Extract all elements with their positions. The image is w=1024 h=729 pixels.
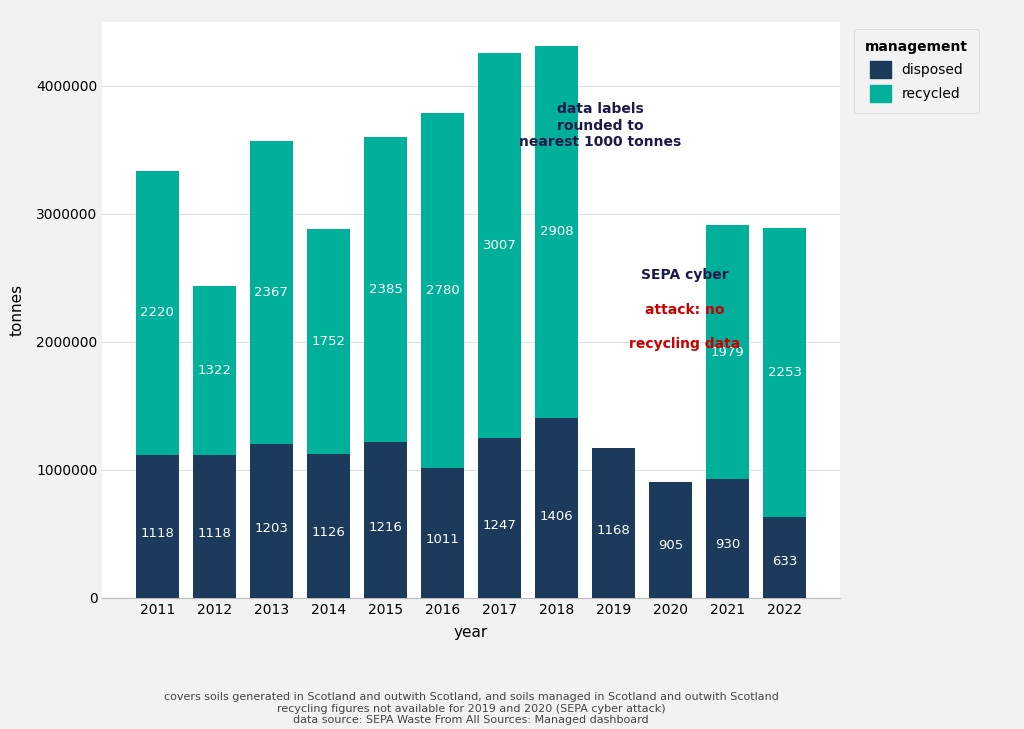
X-axis label: year: year (454, 625, 488, 640)
Text: data labels
rounded to
nearest 1000 tonnes: data labels rounded to nearest 1000 tonn… (519, 102, 681, 149)
Bar (592, 448, 635, 598)
Text: 1216: 1216 (369, 521, 402, 534)
Y-axis label: tonnes: tonnes (10, 284, 25, 336)
Text: attack: no: attack: no (645, 303, 725, 317)
Text: 2385: 2385 (369, 283, 402, 296)
Bar (707, 479, 750, 598)
Bar (536, 418, 578, 598)
Bar (307, 453, 350, 598)
Text: 1203: 1203 (254, 522, 289, 535)
Bar (136, 171, 179, 455)
Text: 2908: 2908 (540, 225, 573, 238)
Text: 1406: 1406 (540, 510, 573, 523)
Legend: disposed, recycled: disposed, recycled (854, 29, 979, 113)
Text: 1979: 1979 (711, 346, 744, 359)
Text: 1322: 1322 (198, 364, 231, 377)
Text: 1118: 1118 (198, 527, 231, 540)
Text: 2780: 2780 (426, 284, 460, 297)
Text: SEPA cyber: SEPA cyber (641, 268, 729, 282)
Text: covers soils generated in Scotland and outwith Scotland, and soils managed in Sc: covers soils generated in Scotland and o… (164, 692, 778, 725)
Text: 1118: 1118 (140, 527, 174, 540)
Text: 2220: 2220 (140, 306, 174, 319)
Bar (478, 438, 521, 598)
Bar (193, 286, 236, 455)
Bar (365, 137, 407, 443)
Bar (307, 230, 350, 453)
Bar (421, 112, 464, 469)
Bar (536, 46, 578, 418)
Bar (649, 482, 692, 598)
Text: recycling data: recycling data (629, 338, 740, 351)
Text: 1247: 1247 (482, 520, 516, 532)
Bar (763, 228, 806, 517)
Text: 2367: 2367 (254, 286, 289, 299)
Text: 1168: 1168 (597, 524, 631, 537)
Text: 905: 905 (658, 539, 683, 552)
Bar (763, 517, 806, 598)
Text: 1011: 1011 (426, 533, 460, 546)
Text: 633: 633 (772, 555, 798, 568)
Text: 3007: 3007 (482, 239, 516, 252)
Text: 930: 930 (715, 538, 740, 550)
Bar (193, 455, 236, 598)
Bar (136, 455, 179, 598)
Bar (421, 469, 464, 598)
Text: 2253: 2253 (768, 366, 802, 379)
Bar (250, 141, 293, 444)
Text: 1752: 1752 (311, 335, 345, 348)
Bar (707, 225, 750, 479)
Text: 1126: 1126 (311, 526, 345, 539)
Bar (478, 53, 521, 438)
Bar (250, 444, 293, 598)
Bar (365, 443, 407, 598)
